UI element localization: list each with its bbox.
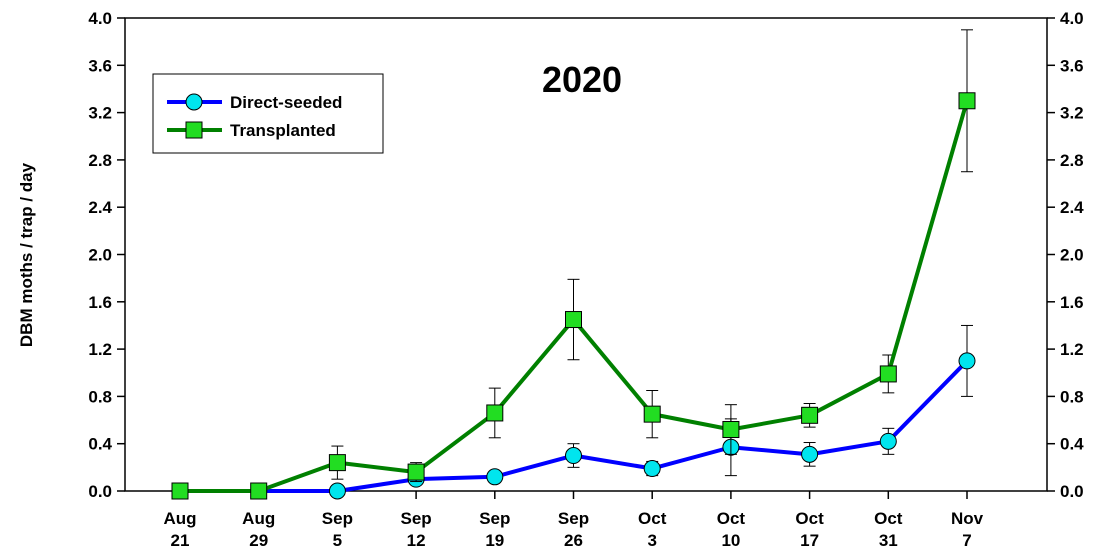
x-tick-label: Sep 26 [558, 509, 589, 550]
data-point [643, 405, 661, 423]
y-tick-label-left: 1.2 [88, 340, 112, 359]
y-tick-label-left: 0.0 [88, 482, 112, 501]
data-point [801, 445, 819, 463]
x-tick-label: Sep 19 [479, 509, 510, 550]
data-point [879, 432, 897, 450]
data-point [879, 365, 897, 383]
data-point [250, 482, 268, 500]
legend-label: Transplanted [230, 121, 336, 140]
data-point [486, 468, 504, 486]
series-layer [171, 29, 976, 500]
data-point [565, 447, 582, 465]
data-point [328, 482, 346, 500]
legend-label: Direct-seeded [230, 93, 342, 112]
y-tick-label-right: 2.0 [1060, 246, 1084, 265]
y-tick-label-left: 2.4 [88, 198, 112, 217]
y-tick-label-right: 0.4 [1060, 435, 1084, 454]
y-tick-label-right: 2.4 [1060, 198, 1084, 217]
y-tick-label-right: 1.6 [1060, 293, 1084, 312]
x-tick-label: Oct 3 [638, 509, 667, 550]
legend-box [152, 73, 384, 154]
x-tick-label: Aug 29 [242, 509, 275, 550]
y-tick-label-left: 3.2 [88, 104, 112, 123]
data-point [171, 482, 189, 500]
data-point [801, 406, 819, 424]
y-tick-label-right: 3.6 [1060, 56, 1084, 75]
axes: 0.0 0.0 0.4 0.4 0.8 0.8 1.2 1.2 1.6 1.6 2.0 2.0 2.4 2… [88, 9, 1084, 550]
series-transplanted [171, 29, 976, 500]
legend-marker [185, 93, 203, 111]
series-line [180, 359, 969, 493]
data-point [328, 454, 346, 472]
x-tick-label: Aug 21 [163, 509, 196, 550]
x-tick-label: Oct 17 [795, 509, 824, 550]
y-tick-label-left: 3.6 [88, 56, 112, 75]
x-tick-label: Oct 31 [874, 509, 903, 550]
data-point [958, 352, 976, 370]
y-tick-label-right: 4.0 [1060, 9, 1084, 28]
y-tick-label-left: 1.6 [88, 293, 112, 312]
y-axis-label: DBM moths / trap / day [17, 162, 36, 347]
y-tick-label-left: 4.0 [88, 9, 112, 28]
data-point [722, 421, 740, 439]
data-point [486, 404, 504, 422]
x-tick-label: Oct 10 [717, 509, 746, 550]
y-tick-label-right: 0.0 [1060, 482, 1084, 501]
data-point [407, 463, 425, 481]
y-tick-label-right: 2.8 [1060, 151, 1084, 170]
x-tick-label: Sep 5 [322, 509, 353, 550]
x-tick-label: Sep 12 [401, 509, 432, 550]
data-point [565, 311, 582, 329]
y-tick-label-left: 2.0 [88, 246, 112, 265]
legend: Direct-seeded Transplanted [152, 73, 384, 154]
y-tick-label-right: 0.8 [1060, 387, 1084, 406]
y-tick-label-left: 0.4 [88, 435, 112, 454]
legend-marker [185, 121, 203, 139]
y-tick-label-left: 0.8 [88, 387, 112, 406]
data-point [643, 460, 661, 478]
y-tick-label-right: 1.2 [1060, 340, 1084, 359]
y-tick-label-left: 2.8 [88, 151, 112, 170]
y-tick-label-right: 3.2 [1060, 104, 1084, 123]
chart-title: 2020 [542, 59, 622, 100]
data-point [958, 92, 976, 110]
x-tick-label: Nov 7 [951, 509, 984, 550]
